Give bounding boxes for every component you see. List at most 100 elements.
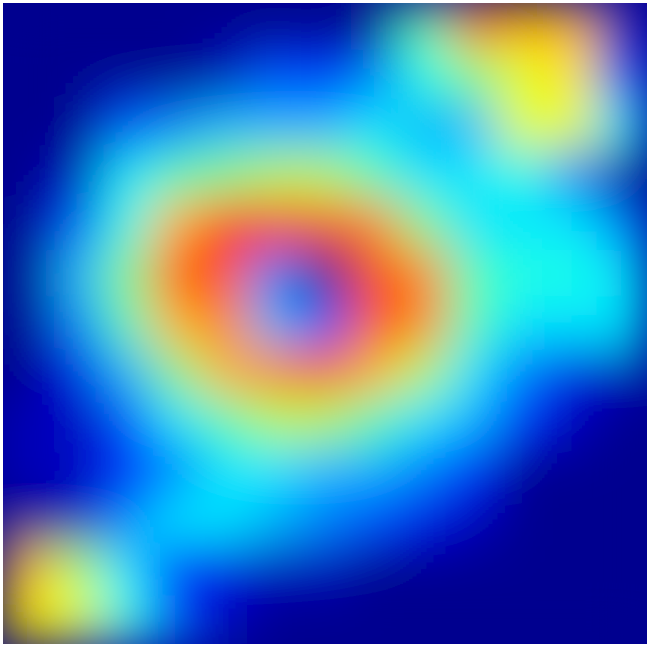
heatmap-cell (546, 51, 599, 103)
heatmap-cell (546, 248, 599, 300)
heatmap-cell (348, 100, 401, 152)
heatmap-cell (348, 593, 401, 644)
heatmap-cell (200, 149, 252, 202)
heatmap-cell (249, 297, 302, 350)
heatmap-cell (596, 199, 647, 251)
heatmap-cell (447, 396, 500, 448)
heatmap-cell (200, 396, 252, 448)
heatmap-cell (299, 100, 351, 152)
heatmap-cell (299, 495, 351, 547)
heatmap-cell (249, 199, 302, 251)
heatmap-cell (596, 396, 647, 448)
heatmap-cell (3, 100, 54, 152)
heatmap-cell (51, 3, 104, 54)
heatmap-cell (101, 347, 153, 399)
heatmap-cell (596, 149, 647, 202)
heatmap-cell (3, 544, 54, 596)
heatmap-cell (150, 100, 203, 152)
heatmap-cell (348, 149, 401, 202)
heatmap-cell (200, 297, 252, 350)
heatmap-cell (51, 347, 104, 399)
heatmap-cell (596, 445, 647, 498)
heatmap-cell (249, 3, 302, 54)
heatmap-cell (299, 3, 351, 54)
heatmap-cell (497, 3, 549, 54)
heatmap-cell (348, 495, 401, 547)
heatmap-cell (150, 248, 203, 300)
heatmap-cell (150, 495, 203, 547)
heatmap-cell (348, 445, 401, 498)
heatmap-cell (497, 51, 549, 103)
heatmap-cell (596, 51, 647, 103)
heatmap-cell (398, 199, 450, 251)
heatmap-cell (546, 297, 599, 350)
heatmap-cell (546, 347, 599, 399)
heatmap-cell (101, 199, 153, 251)
heatmap-cell (546, 100, 599, 152)
heatmap-cell (101, 297, 153, 350)
heatmap-cell (398, 3, 450, 54)
heatmap-cell (546, 593, 599, 644)
heatmap-cell (348, 396, 401, 448)
heatmap-cell (51, 297, 104, 350)
heatmap-cell (249, 347, 302, 399)
heatmap-cell (546, 445, 599, 498)
heatmap-cell (3, 149, 54, 202)
heatmap-cell (348, 347, 401, 399)
heatmap-cell (497, 199, 549, 251)
heatmap-cell (101, 445, 153, 498)
heatmap-cell (447, 445, 500, 498)
heatmap-cell (348, 297, 401, 350)
heatmap-cell (497, 396, 549, 448)
heatmap-cell (200, 248, 252, 300)
heatmap-cell (398, 445, 450, 498)
heatmap-cell (51, 495, 104, 547)
heatmap-cell (299, 544, 351, 596)
heatmap-cell (398, 593, 450, 644)
heatmap-cell (447, 149, 500, 202)
heatmap-cell (398, 100, 450, 152)
heatmap-cell (596, 100, 647, 152)
heatmap-cell (299, 248, 351, 300)
heatmap-cell (249, 495, 302, 547)
heatmap-cell (200, 199, 252, 251)
heatmap-cell (497, 544, 549, 596)
heatmap-cell (249, 544, 302, 596)
heatmap-cell (51, 248, 104, 300)
heatmap-cell (398, 544, 450, 596)
heatmap-cell (596, 347, 647, 399)
heatmap-cell (51, 199, 104, 251)
heatmap-cell (3, 396, 54, 448)
heatmap-cell (596, 297, 647, 350)
heatmap-cell (101, 248, 153, 300)
heatmap-cell (299, 149, 351, 202)
heatmap-cell (51, 544, 104, 596)
heatmap-cell (200, 445, 252, 498)
heatmap-cell (51, 51, 104, 103)
heatmap-cell (497, 100, 549, 152)
heatmap-cell (249, 396, 302, 448)
heatmap-cell (101, 593, 153, 644)
heatmap-cell (546, 544, 599, 596)
heatmap-cell (299, 297, 351, 350)
heatmap-cell (3, 495, 54, 547)
heatmap-cell (101, 495, 153, 547)
heatmap-cell (3, 297, 54, 350)
heatmap-cell (51, 445, 104, 498)
heatmap-cell (3, 3, 54, 54)
heatmap-cell (150, 51, 203, 103)
heatmap-cell (497, 297, 549, 350)
heatmap-cell (299, 396, 351, 448)
heatmap-cell (546, 149, 599, 202)
heatmap-cell (150, 149, 203, 202)
heatmap-cell (101, 544, 153, 596)
heatmap-cell (200, 3, 252, 54)
heatmap-cell (497, 593, 549, 644)
heatmap-cell (101, 396, 153, 448)
heatmap-cell (299, 347, 351, 399)
heatmap-cell (447, 297, 500, 350)
heatmap-cell (596, 495, 647, 547)
heatmap-cell (299, 199, 351, 251)
